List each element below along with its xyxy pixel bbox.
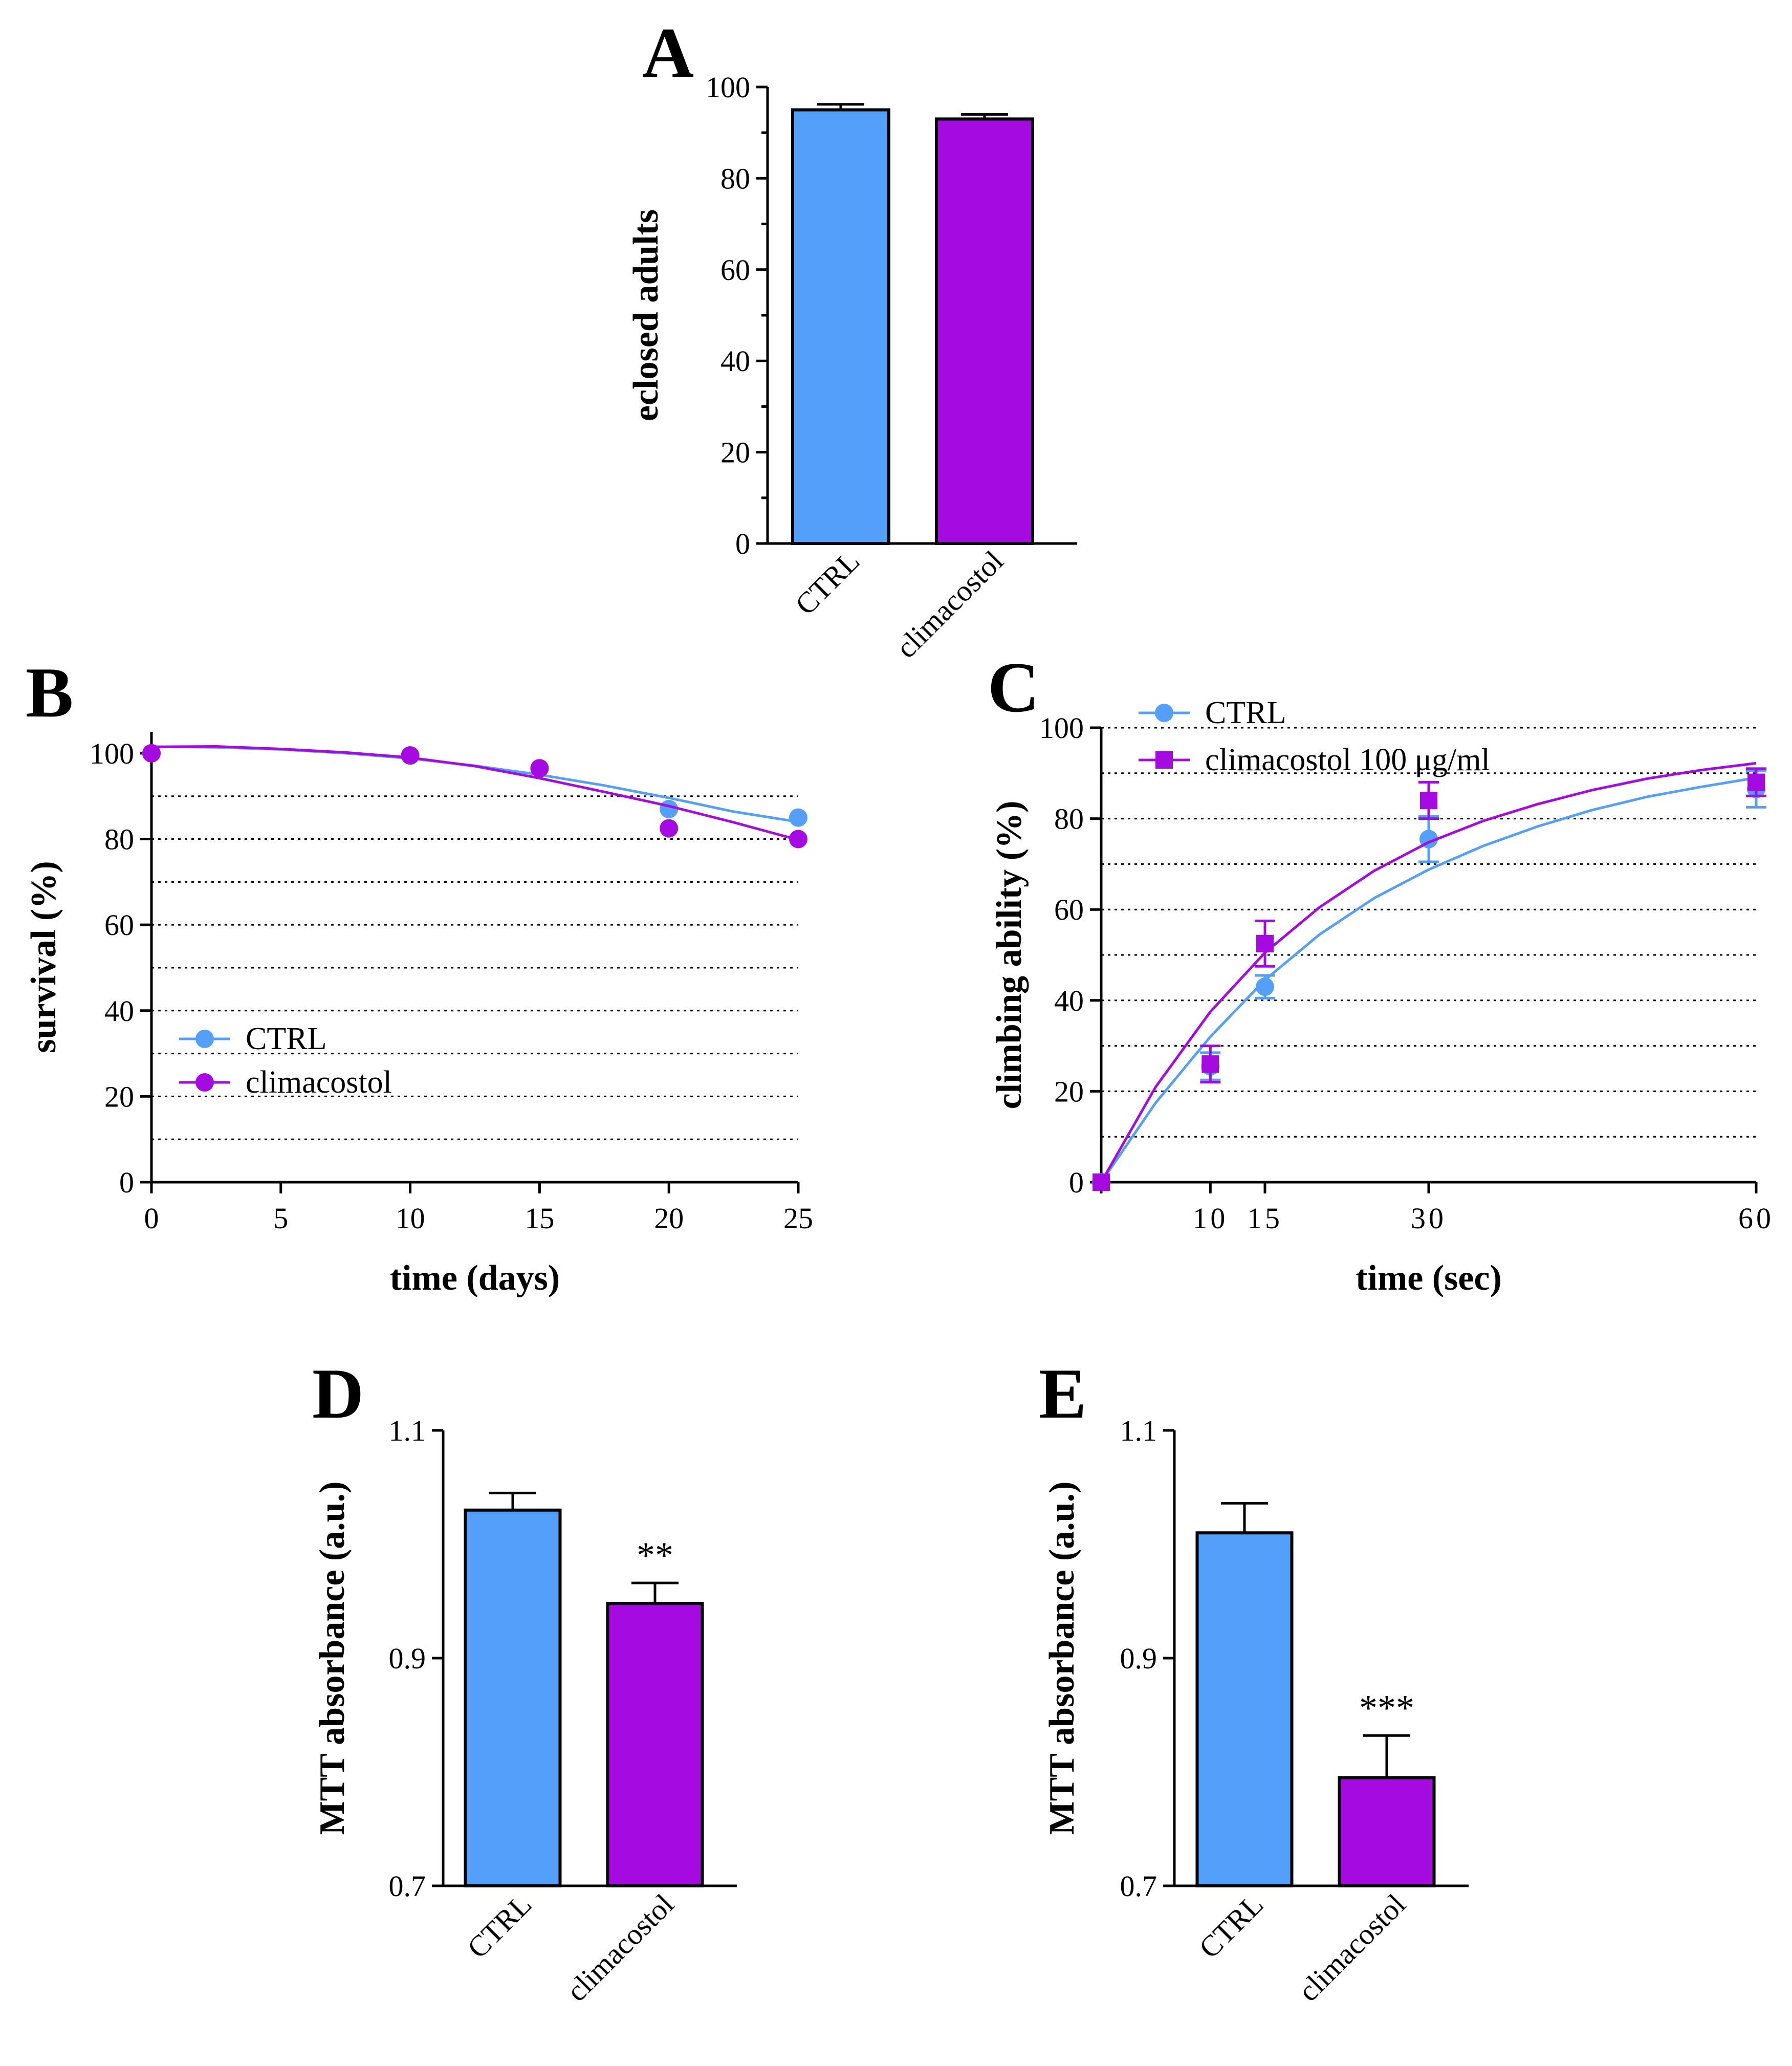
data-point-square	[1092, 1173, 1110, 1191]
y-axis-title: MTT absorbance (a.u.)	[313, 1482, 352, 1835]
legend-marker-square	[1155, 751, 1173, 769]
category-label: climacostol	[560, 1887, 680, 2008]
panel-label: C	[988, 648, 1039, 727]
y-tick-label: 60	[104, 908, 134, 942]
data-point-circle	[660, 799, 679, 818]
bar-ctrl	[1195, 1531, 1294, 1887]
y-tick-label: 100	[90, 737, 134, 770]
y-tick-label: 0.7	[389, 1869, 426, 1903]
y-axis-title: survival (%)	[24, 861, 63, 1053]
panel-label: B	[26, 653, 73, 732]
y-tick-label: 0	[1069, 1166, 1084, 1199]
y-tick-label: 0.7	[1120, 1869, 1157, 1903]
y-axis-title: eclosed adults	[626, 209, 666, 421]
fit-curve-1	[1100, 762, 1757, 1183]
y-tick-label: 60	[720, 253, 750, 287]
legend-label: climacostol	[246, 1065, 392, 1100]
bar-ctrl	[791, 108, 890, 546]
y-tick-label: 40	[1054, 984, 1084, 1017]
x-tick-label: 15	[1247, 1202, 1283, 1235]
bar-climacostol	[935, 117, 1034, 545]
x-axis-title: time (days)	[390, 1258, 560, 1298]
panel-B: B 0 20 40 60 80 100 0 5 10 15 20 25 time (days) surviv…	[24, 653, 813, 1298]
data-point-square	[1256, 934, 1274, 952]
panel-C: C 0 20 40 60 80 100 10 15 30 60 time (sec) climbing …	[988, 648, 1774, 1298]
y-tick-label: 60	[1054, 893, 1084, 926]
legend-label: CTRL	[246, 1021, 326, 1056]
bar-climacostol	[606, 1602, 704, 1887]
y-tick-label: 0	[735, 527, 750, 560]
category-label: climacostol	[1292, 1887, 1412, 2008]
y-tick-label: 100	[706, 71, 750, 104]
y-tick-label: 100	[1039, 711, 1084, 745]
y-tick-label: 80	[720, 162, 750, 195]
fit-curve-1	[151, 745, 799, 841]
y-tick-label: 0.9	[1120, 1642, 1157, 1675]
fit-curve-0	[1100, 776, 1757, 1183]
significance-label: ***	[1359, 1687, 1414, 1728]
y-tick-label: 80	[1054, 802, 1084, 836]
category-label: CTRL	[789, 544, 866, 621]
fit-curve-0	[151, 745, 799, 823]
significance-label: **	[637, 1535, 673, 1576]
x-tick-label: 10	[396, 1202, 425, 1235]
data-point-square	[1420, 792, 1437, 810]
x-tick-label: 25	[783, 1202, 813, 1235]
data-point-circle	[789, 808, 807, 827]
x-tick-label: 30	[1411, 1202, 1447, 1235]
y-axis-title: MTT absorbance (a.u.)	[1042, 1482, 1082, 1835]
legend-label: climacostol 100 μg/ml	[1205, 743, 1490, 777]
legend-marker-circle	[195, 1073, 214, 1092]
category-label: CTRL	[1192, 1887, 1270, 1965]
panel-label: A	[642, 13, 694, 93]
legend-marker-circle	[1155, 704, 1173, 722]
bar-ctrl	[464, 1508, 562, 1887]
panel-E: E 0.7 0.9 1.1 MTT absorbance (a.u.) CTRL *** cl…	[1039, 1354, 1469, 2008]
category-label: climacostol	[889, 544, 1010, 664]
category-label: CTRL	[461, 1887, 538, 1965]
panel-label: D	[312, 1354, 364, 1433]
data-point-circle	[1256, 977, 1274, 996]
data-point-circle	[401, 746, 420, 765]
data-point-square	[1201, 1055, 1219, 1073]
data-point-square	[1747, 773, 1765, 791]
y-tick-label: 1.1	[389, 1414, 426, 1447]
y-tick-label: 0	[119, 1166, 134, 1199]
panel-A: A 0 20 40 60 80 100 eclosed adults CTRL climacost…	[626, 13, 1077, 664]
y-tick-label: 0.9	[389, 1642, 426, 1675]
y-tick-label: 20	[720, 436, 750, 469]
y-axis-title: climbing ability (%)	[990, 801, 1029, 1110]
data-point-circle	[142, 744, 161, 763]
y-tick-label: 80	[104, 823, 134, 856]
y-tick-label: 40	[720, 344, 750, 378]
data-point-circle	[789, 830, 807, 849]
y-tick-label: 20	[104, 1080, 134, 1113]
x-tick-label: 60	[1738, 1202, 1774, 1235]
x-tick-label: 5	[273, 1202, 288, 1235]
panel-label: E	[1039, 1354, 1086, 1433]
x-tick-label: 10	[1192, 1202, 1228, 1235]
y-tick-label: 20	[1054, 1075, 1084, 1108]
data-point-circle	[660, 819, 679, 838]
panel-D: D 0.7 0.9 1.1 MTT absorbance (a.u.) CTRL ** cli…	[312, 1354, 737, 2008]
bar-climacostol	[1338, 1776, 1436, 1887]
x-tick-label: 0	[144, 1202, 159, 1235]
x-axis-title: time (sec)	[1356, 1258, 1502, 1298]
x-tick-label: 15	[525, 1202, 554, 1235]
x-tick-label: 20	[654, 1202, 684, 1235]
legend-label: CTRL	[1205, 695, 1286, 730]
y-tick-label: 40	[104, 994, 134, 1028]
y-tick-label: 1.1	[1120, 1414, 1157, 1447]
data-point-circle	[530, 759, 549, 778]
legend-marker-circle	[195, 1030, 214, 1048]
